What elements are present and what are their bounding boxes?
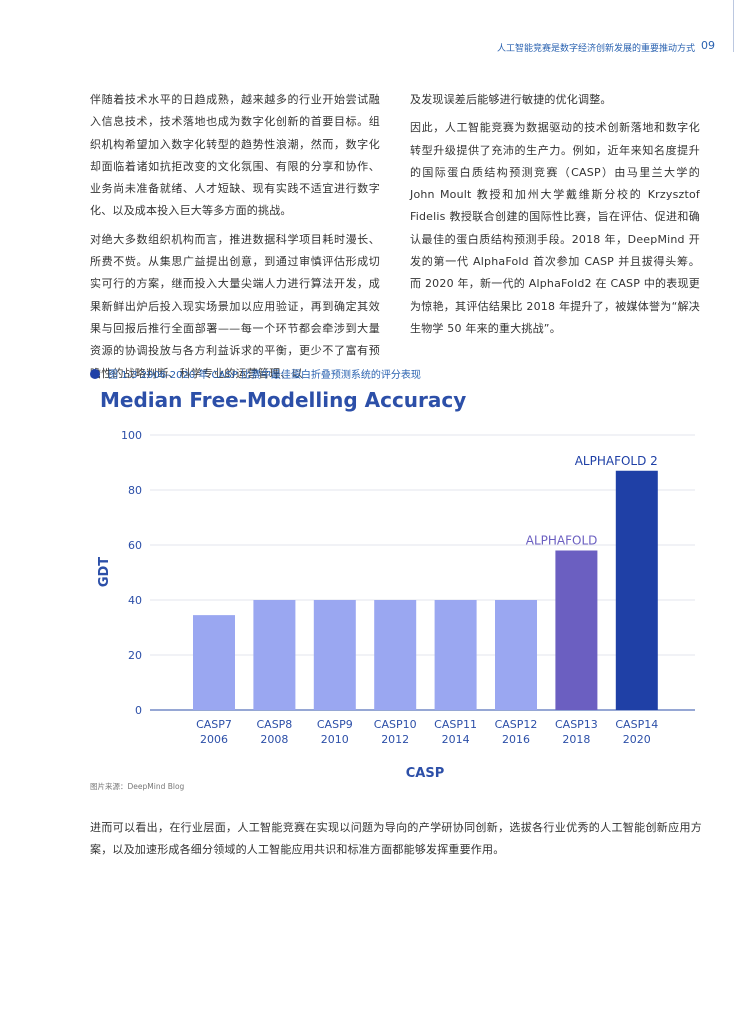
bar <box>495 600 537 710</box>
paragraph: 伴随着技术水平的日趋成熟，越来越多的行业开始尝试融入信息技术，技术落地也成为数字… <box>90 93 380 218</box>
x-axis-label: CASP <box>406 766 445 781</box>
x-tick-year: 2018 <box>562 733 590 746</box>
x-tick-label: CASP11 <box>434 718 477 731</box>
y-tick-label: 40 <box>128 594 142 607</box>
left-column: 伴随着技术水平的日趋成熟，越来越多的行业开始尝试融入信息技术，技术落地也成为数字… <box>90 89 380 391</box>
x-tick-label: CASP13 <box>555 718 598 731</box>
bar <box>374 600 417 710</box>
page-number: 09 <box>701 39 715 52</box>
bar <box>434 600 477 710</box>
paragraph: 对绝大多数组织机构而言，推进数据科学项目耗时漫长、所费不赀。从集思广益提出创意，… <box>90 232 380 380</box>
x-tick-year: 2014 <box>442 733 470 746</box>
y-axis-label: GDT <box>97 557 112 587</box>
y-tick-label: 80 <box>128 484 142 497</box>
x-tick-year: 2008 <box>260 733 288 746</box>
x-tick-label: CASP7 <box>196 718 232 731</box>
header-title: 人工智能竞赛是数字经济创新发展的重要推动方式 <box>496 44 695 54</box>
chart: 图 1-3 2006-2020 年 CASP 比赛中最佳蛋白折叠预测系统的评分表… <box>90 368 695 781</box>
x-tick-year: 2010 <box>321 733 349 746</box>
bar <box>193 615 235 710</box>
x-tick-label: CASP10 <box>374 718 417 731</box>
closing-paragraph: 进而可以看出，在行业层面，人工智能竞赛在实现以问题为导向的产学研协同创新，选拔各… <box>90 821 702 857</box>
x-tick-label: CASP14 <box>615 718 658 731</box>
caption-dot <box>90 369 100 379</box>
y-tick-label: 100 <box>121 429 142 442</box>
x-tick-year: 2016 <box>502 733 530 746</box>
x-tick-label: CASP8 <box>256 718 292 731</box>
annotation: ALPHAFOLD <box>526 534 598 548</box>
x-tick-label: CASP12 <box>495 718 538 731</box>
x-tick-year: 2012 <box>381 733 409 746</box>
x-tick-year: 2020 <box>623 733 651 746</box>
paragraph: 及发现误差后能够进行敏捷的优化调整。 <box>410 93 612 106</box>
chart-title: Median Free-Modelling Accuracy <box>100 388 466 412</box>
paragraph: 因此，人工智能竞赛为数据驱动的技术创新落地和数字化转型升级提供了充沛的生产力。例… <box>410 121 700 335</box>
figure-source: 图片来源：DeepMind Blog <box>90 782 185 791</box>
bar <box>555 550 598 710</box>
y-tick-label: 20 <box>128 649 142 662</box>
figure-caption: 图 1-3 2006-2020 年 CASP 比赛中最佳蛋白折叠预测系统的评分表… <box>108 368 421 381</box>
bar <box>615 470 658 710</box>
right-column: 及发现误差后能够进行敏捷的优化调整。因此，人工智能竞赛为数据驱动的技术创新落地和… <box>410 89 700 346</box>
header-rule <box>733 0 734 52</box>
bar <box>313 600 356 710</box>
x-tick-label: CASP9 <box>317 718 353 731</box>
x-tick-year: 2006 <box>200 733 228 746</box>
annotation: ALPHAFOLD 2 <box>575 454 658 468</box>
y-tick-label: 0 <box>135 704 142 717</box>
y-tick-label: 60 <box>128 539 142 552</box>
bar <box>253 600 296 710</box>
